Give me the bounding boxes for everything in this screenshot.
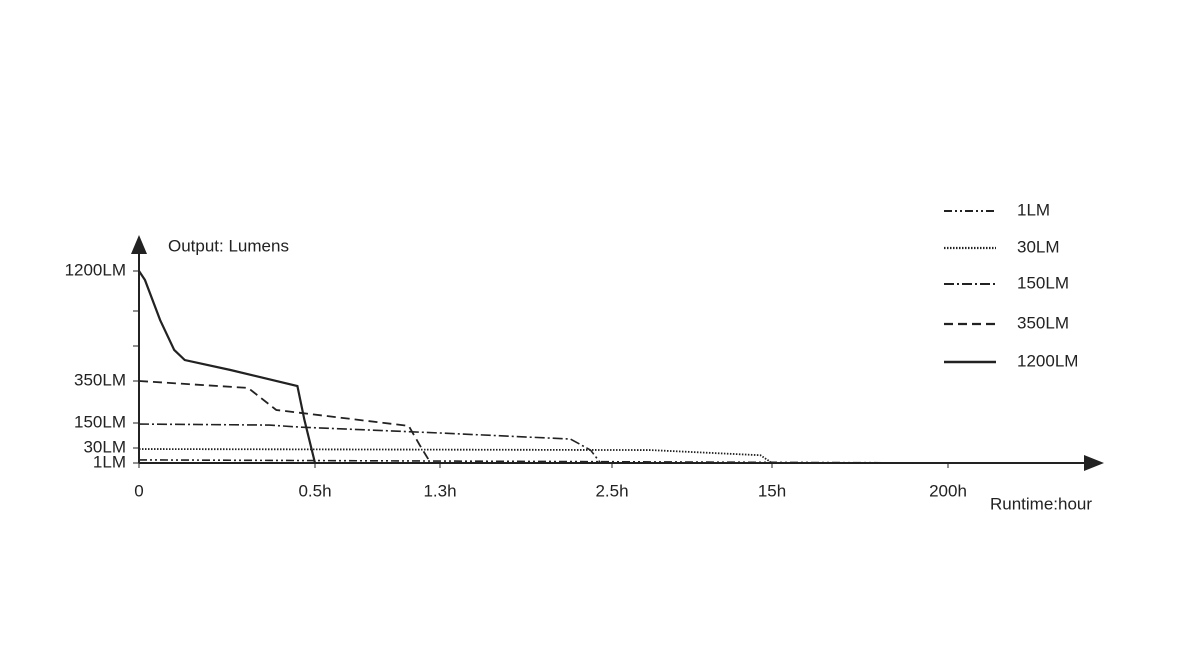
y-tick-label: 30LM: [83, 437, 126, 456]
y-tick-label: 350LM: [74, 370, 126, 389]
legend-label: 1LM: [1017, 200, 1050, 219]
x-tick-label: 0: [134, 481, 143, 500]
series-line: [138, 459, 944, 464]
x-tick-label: 15h: [758, 481, 786, 500]
y-axis-label: Output: Lumens: [168, 236, 289, 255]
x-tick-label: 2.5h: [595, 481, 628, 500]
y-axis-arrow: [131, 235, 147, 254]
legend-label: 150LM: [1017, 273, 1069, 292]
x-axis-label: Runtime:hour: [990, 494, 1092, 513]
series-line: [138, 270, 317, 464]
y-tick-label: 1LM: [93, 452, 126, 471]
x-tick-label: 0.5h: [298, 481, 331, 500]
legend-label: 1200LM: [1017, 351, 1078, 370]
x-tick-label: 200h: [929, 481, 967, 500]
series-line: [138, 448, 773, 464]
legend-label: 350LM: [1017, 313, 1069, 332]
x-tick-label: 1.3h: [423, 481, 456, 500]
x-axis-arrow: [1084, 455, 1104, 471]
legend-label: 30LM: [1017, 237, 1060, 256]
series-line: [138, 380, 432, 464]
y-tick-label: 1200LM: [65, 260, 126, 279]
series-line: [138, 423, 602, 464]
y-tick-label: 150LM: [74, 412, 126, 431]
